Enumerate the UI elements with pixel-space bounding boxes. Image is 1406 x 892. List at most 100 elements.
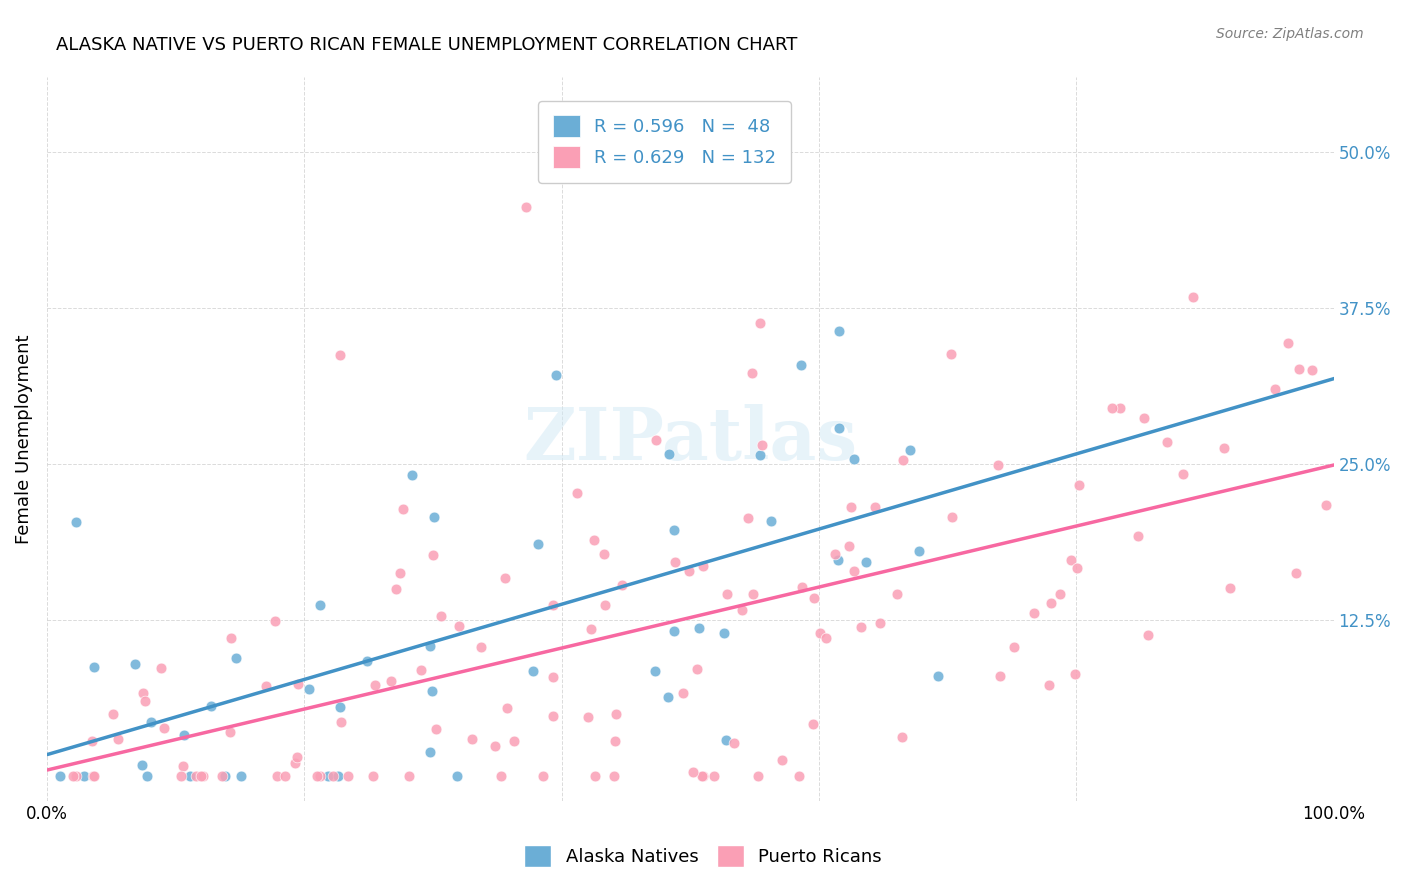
- Point: [515, 200, 537, 214]
- Point: [714, 732, 737, 747]
- Point: [657, 690, 679, 705]
- Point: [49, 769, 72, 783]
- Point: [790, 580, 813, 594]
- Point: [692, 769, 714, 783]
- Point: [713, 626, 735, 640]
- Point: [583, 533, 606, 547]
- Point: [287, 677, 309, 691]
- Point: [1181, 290, 1204, 304]
- Point: [690, 769, 713, 783]
- Point: [274, 769, 297, 783]
- Point: [672, 686, 695, 700]
- Point: [703, 769, 725, 783]
- Point: [1132, 410, 1154, 425]
- Point: [264, 614, 287, 628]
- Point: [759, 514, 782, 528]
- Point: [855, 556, 877, 570]
- Point: [543, 708, 565, 723]
- Point: [422, 549, 444, 563]
- Point: [489, 769, 512, 783]
- Point: [495, 700, 517, 714]
- Point: [731, 603, 754, 617]
- Point: [256, 679, 278, 693]
- Point: [842, 565, 865, 579]
- Point: [132, 686, 155, 700]
- Point: [851, 620, 873, 634]
- Point: [939, 347, 962, 361]
- Point: [579, 622, 602, 636]
- Point: [644, 665, 666, 679]
- Point: [737, 511, 759, 525]
- Point: [82, 769, 104, 783]
- Point: [380, 673, 402, 688]
- Point: [1315, 498, 1337, 512]
- Point: [747, 769, 769, 783]
- Point: [891, 453, 914, 467]
- Point: [742, 587, 765, 601]
- Text: ZIPatlas: ZIPatlas: [523, 403, 858, 475]
- Point: [748, 316, 770, 330]
- Point: [420, 684, 443, 698]
- Point: [749, 448, 772, 462]
- Point: [803, 591, 825, 605]
- Point: [153, 721, 176, 735]
- Point: [326, 769, 349, 783]
- Point: [401, 468, 423, 483]
- Point: [214, 769, 236, 783]
- Point: [716, 587, 738, 601]
- Point: [1126, 529, 1149, 543]
- Point: [225, 651, 247, 665]
- Point: [576, 710, 599, 724]
- Point: [839, 500, 862, 515]
- Point: [531, 769, 554, 783]
- Point: [1264, 382, 1286, 396]
- Point: [1067, 478, 1090, 492]
- Point: [1136, 628, 1159, 642]
- Point: [136, 769, 159, 783]
- Point: [446, 769, 468, 783]
- Point: [101, 707, 124, 722]
- Point: [787, 769, 810, 783]
- Point: [430, 608, 453, 623]
- Point: [134, 694, 156, 708]
- Point: [398, 769, 420, 783]
- Point: [593, 547, 616, 561]
- Point: [682, 765, 704, 780]
- Point: [309, 769, 332, 783]
- Point: [82, 734, 104, 748]
- Point: [1277, 335, 1299, 350]
- Point: [83, 769, 105, 783]
- Point: [363, 678, 385, 692]
- Point: [184, 769, 207, 783]
- Point: [1171, 467, 1194, 482]
- Point: [605, 707, 627, 722]
- Point: [461, 732, 484, 747]
- Point: [422, 510, 444, 524]
- Point: [470, 640, 492, 655]
- Point: [173, 728, 195, 742]
- Point: [801, 717, 824, 731]
- Point: [644, 434, 666, 448]
- Point: [988, 669, 1011, 683]
- Point: [266, 769, 288, 783]
- Point: [567, 485, 589, 500]
- Point: [723, 736, 745, 750]
- Point: [419, 745, 441, 759]
- Point: [73, 769, 96, 783]
- Point: [298, 682, 321, 697]
- Point: [124, 657, 146, 672]
- Point: [484, 739, 506, 753]
- Point: [1059, 553, 1081, 567]
- Point: [329, 348, 352, 362]
- Point: [1049, 587, 1071, 601]
- Point: [211, 769, 233, 783]
- Point: [770, 753, 793, 767]
- Point: [987, 458, 1010, 473]
- Point: [838, 539, 860, 553]
- Y-axis label: Female Unemployment: Female Unemployment: [15, 334, 32, 544]
- Point: [908, 543, 931, 558]
- Point: [522, 664, 544, 678]
- Legend: R = 0.596   N =  48, R = 0.629   N = 132: R = 0.596 N = 48, R = 0.629 N = 132: [538, 101, 790, 183]
- Point: [688, 621, 710, 635]
- Point: [658, 447, 681, 461]
